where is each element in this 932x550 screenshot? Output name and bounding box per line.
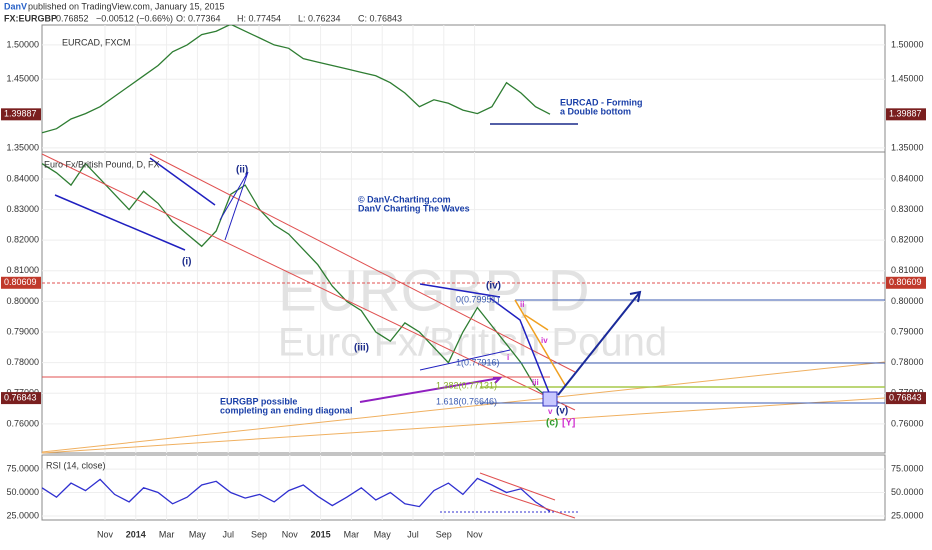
y-tick-label: 0.82000 [6,235,39,245]
change: −0.00512 (−0.66%) [96,13,173,23]
y-tick-label: 25.0000 [6,510,39,520]
note: completing an ending diagonal [220,405,353,415]
y-tick-label: 0.80000 [6,296,39,306]
fib-label: 1.382(0.77131) [436,380,497,390]
y-tick-label: 0.79000 [6,326,39,336]
x-tick-label: 2015 [311,529,331,539]
fib-label: 1(0.77916) [456,357,500,367]
price-label-box [1,392,41,405]
y-tick-label: 0.82000 [891,235,924,245]
y-tick-label: 1.45000 [6,74,39,84]
y-tick-label: 0.83000 [6,204,39,214]
watermark: EURGBP, D [278,258,590,323]
y-tick-label: 0.76000 [891,418,924,428]
fib-label: 0(0.79951) [456,294,500,304]
wave-label: (iv) [486,281,501,292]
pane-title: RSI (14, close) [46,460,106,470]
price: 0.76852 [56,13,89,23]
y-tick-label: 75.0000 [6,463,39,473]
price-line [42,477,551,512]
price-label-box [1,108,41,121]
y-tick-label: 0.79000 [891,326,924,336]
price-label: 0.76843 [889,392,922,402]
sub-wave: i [507,353,509,362]
y-tick-label: 0.80000 [891,296,924,306]
x-tick-label: Nov [97,529,114,539]
y-tick-label: 0.84000 [6,173,39,183]
y-tick-label: 0.81000 [891,265,924,275]
copyright: © DanV-Charting.com [358,194,451,204]
pane [41,454,886,521]
x-tick-label: Mar [159,529,175,539]
pane-title: Euro Fx/British Pound, D, FX [44,159,160,169]
drawings [41,123,886,519]
y-tick-label: 0.78000 [6,357,39,367]
price-label-box [886,276,926,289]
high: H: 0.77454 [237,13,281,23]
published: published on TradingView.com, January 15… [28,1,224,11]
wave-label: (v) [556,406,568,417]
y-tick-label: 1.35000 [891,142,924,152]
pane [41,151,886,454]
sub-wave: ii [520,300,524,309]
author: DanV [4,1,27,11]
y-tick-label: 1.50000 [6,39,39,49]
price-label-box [886,392,926,405]
price-label: 0.80609 [4,277,37,287]
price-label: 1.39887 [4,109,37,119]
wave-label: (ii) [236,165,248,176]
y-tick-label: 50.0000 [891,487,924,497]
x-tick-label: Jul [407,529,419,539]
low: L: 0.76234 [298,13,341,23]
price-label: 0.76843 [4,392,37,402]
tagline: DanV Charting The Waves [358,203,470,213]
wave-label: (i) [182,257,191,268]
close: C: 0.76843 [358,13,402,23]
note: EURCAD - Forming [560,97,643,107]
y-tick-label: 0.83000 [891,204,924,214]
x-tick-label: Sep [436,529,452,539]
sub-wave: iv [541,336,548,345]
wave-label: (c) [546,418,558,429]
pane-title: EURCAD, FXCM [62,37,131,47]
x-tick-label: 2014 [126,529,146,539]
marks: 1.39887 1.39887 0.80609 0.80609 0.76843 0.768… [1,25,926,512]
y-tick-label: 50.0000 [6,487,39,497]
price-line [42,25,551,134]
price-label: 1.39887 [889,109,922,119]
y-tick-label: 75.0000 [891,463,924,473]
x-tick-label: Nov [467,529,484,539]
price-line [42,162,551,400]
fib-label: 1.618(0.76646) [436,396,497,406]
price-label: 0.80609 [889,277,922,287]
note: a Double bottom [560,106,631,116]
wave-label: [Y] [562,418,575,429]
watermark: Euro Fx/British Pound [278,321,667,365]
y-tick-label: 0.76000 [6,418,39,428]
wave-label: (iii) [354,343,369,354]
x-tick-label: May [374,529,392,539]
y-tick-label: 0.81000 [6,265,39,275]
y-tick-label: 25.0000 [891,510,924,520]
y-tick-label: 0.84000 [891,173,924,183]
x-tick-label: May [189,529,207,539]
price-label-box [886,108,926,121]
panes: 1.35000 1.35000 1.45000 1.45000 1.50000 1.500… [6,24,924,539]
symbol: FX:EURGBP [4,13,57,23]
sub-wave: iii [532,378,539,387]
y-tick-label: 1.35000 [6,142,39,152]
open: O: 0.77364 [176,13,221,23]
sub-wave: v [548,407,553,416]
x-tick-label: Jul [222,529,234,539]
price-label-box [1,276,41,289]
note: EURGBP possible [220,396,297,406]
x-tick-label: Sep [251,529,267,539]
x-tick-label: Mar [344,529,360,539]
y-tick-label: 0.78000 [891,357,924,367]
y-tick-label: 1.45000 [891,74,924,84]
x-tick-label: Nov [282,529,299,539]
y-tick-label: 1.50000 [891,39,924,49]
